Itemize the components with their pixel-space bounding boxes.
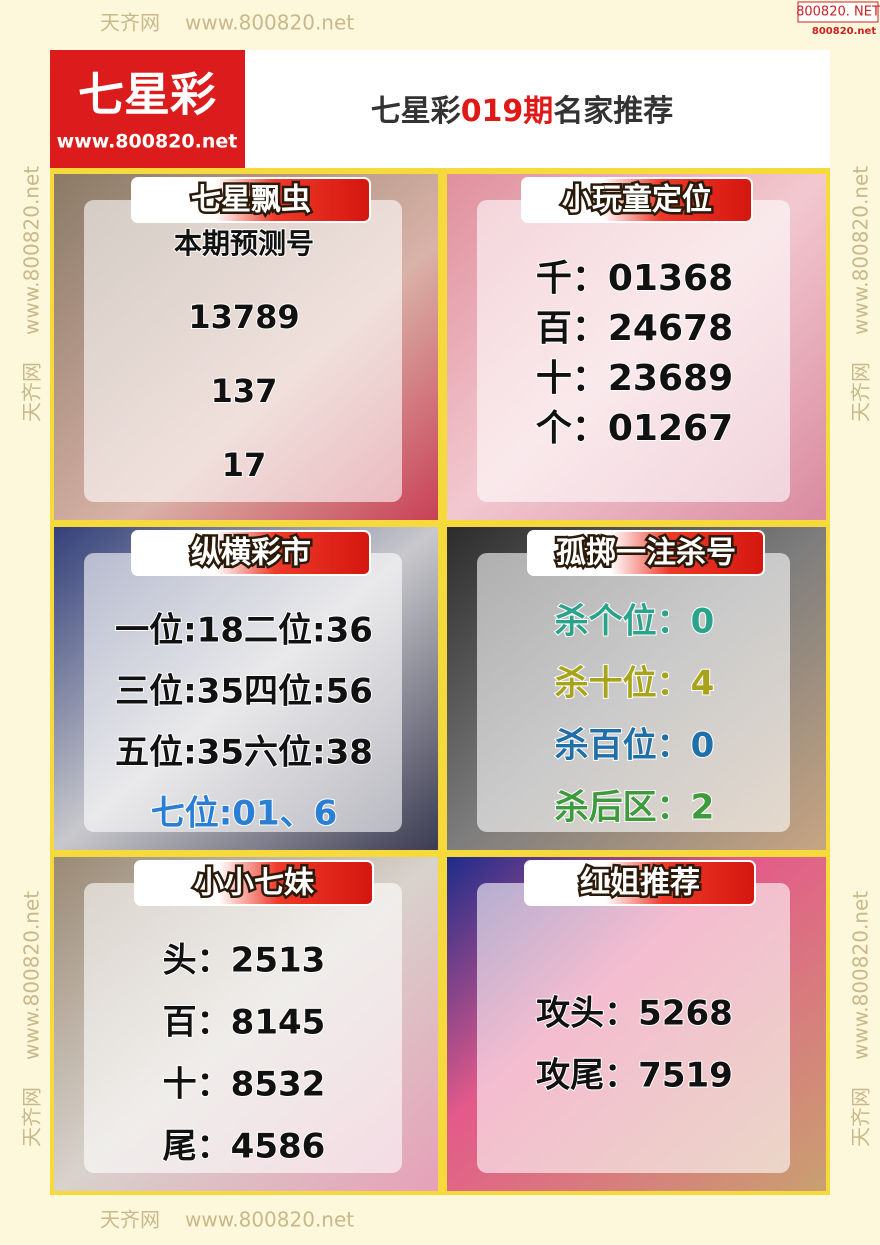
panel-title: 小小七妹 (194, 866, 314, 901)
corner-badge (797, 1, 879, 23)
title-pill (527, 530, 765, 576)
watermarks: 天齐网 www.800820.net 天齐网 www.800820.net 80… (20, 1, 880, 1232)
side-url: www.800820.net (849, 166, 873, 335)
logo-url: www.800820.net (57, 131, 238, 153)
panel-line: 杀十位：4 (555, 664, 715, 704)
panel-line: 十：23689 (536, 358, 733, 399)
panel-line: 三位:35四位:56 (115, 672, 373, 712)
panel-line: 攻尾：7519 (536, 1056, 733, 1096)
panel-card (477, 553, 790, 832)
panel-line: 十：8532 (163, 1065, 326, 1105)
panel-line: 杀百位：0 (555, 726, 715, 766)
panel-title: 红姐推荐 (580, 866, 700, 901)
panel-line: 个：01267 (536, 408, 733, 449)
panel-title: 纵横彩市 (191, 536, 311, 571)
panel-title: 七星飘虫 (191, 183, 311, 218)
panel-card (477, 883, 790, 1173)
panel-title: 孤掷一注杀号 (556, 536, 736, 571)
watermark-url: www.800820.net (185, 1208, 354, 1232)
watermark-site: 天齐网 (100, 11, 160, 35)
panel-line: 杀个位：0 (555, 602, 715, 642)
side-site: 天齐网 (20, 362, 44, 422)
panel-title: 小玩童定位 (562, 183, 712, 218)
corner-bottom: 800820.net (812, 26, 876, 37)
panel-line: 13789 (188, 298, 299, 336)
panel-line: 百：8145 (163, 1003, 326, 1043)
title-prefix: 七星彩 (371, 94, 461, 129)
header-title: 七星彩019期名家推荐 (371, 94, 674, 129)
panel-line: 头：2513 (163, 941, 326, 981)
panel-line: 攻头：5268 (536, 994, 733, 1034)
logo: 七星彩 (78, 68, 216, 122)
panel-line: 杀后区：2 (555, 788, 715, 828)
logo-block (50, 50, 245, 168)
panel-card (84, 200, 402, 502)
side-site: 天齐网 (849, 362, 873, 422)
panel-line: 千：01368 (536, 258, 733, 299)
title-suffix: 名家推荐 (553, 94, 673, 129)
panel-line: 17 (222, 446, 267, 484)
watermark-url: www.800820.net (185, 11, 354, 35)
side-site: 天齐网 (849, 1087, 873, 1147)
panel-line: 百：24678 (536, 308, 733, 349)
side-site: 天齐网 (20, 1087, 44, 1147)
panel-card (84, 883, 402, 1173)
panel-card (84, 553, 402, 832)
panel-line: 137 (211, 372, 278, 410)
watermark-site: 天齐网 (100, 1208, 160, 1232)
panel-card (477, 200, 790, 502)
panel-line: 一位:18二位:36 (115, 611, 373, 651)
title-pill (131, 177, 371, 223)
title-pill (521, 177, 753, 223)
title-pill (131, 530, 371, 576)
side-url: www.800820.net (20, 891, 44, 1060)
corner-top: 800820. NET (796, 5, 880, 20)
panel-line: 尾：4586 (163, 1127, 326, 1167)
panel-line: 五位:35六位:38 (115, 733, 373, 773)
title-issue: 019期 (461, 94, 554, 129)
panel-line: 本期预测号 (174, 227, 314, 260)
side-url: www.800820.net (849, 891, 873, 1060)
title-pill (524, 860, 756, 906)
side-url: www.800820.net (20, 166, 44, 335)
panel-line: 七位:01、6 (151, 794, 338, 834)
title-pill (134, 860, 374, 906)
